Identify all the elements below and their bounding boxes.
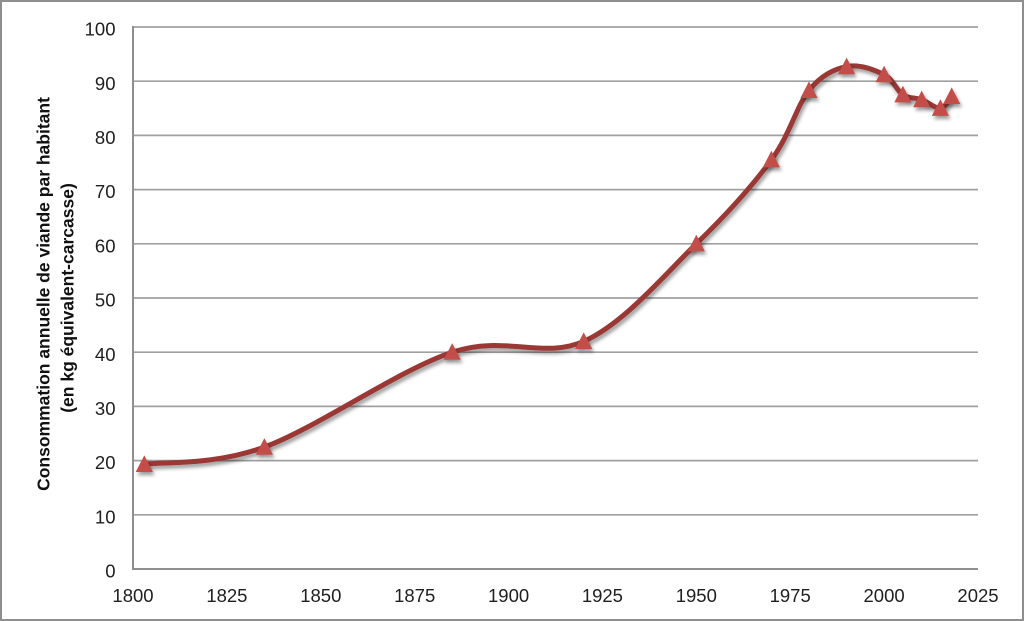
svg-text:0: 0 — [105, 561, 115, 582]
svg-text:1925: 1925 — [582, 585, 623, 606]
svg-text:100: 100 — [85, 19, 116, 40]
svg-text:1950: 1950 — [676, 585, 717, 606]
svg-text:2000: 2000 — [864, 585, 905, 606]
svg-text:2025: 2025 — [957, 585, 998, 606]
svg-text:1875: 1875 — [394, 585, 435, 606]
svg-text:10: 10 — [95, 506, 116, 527]
svg-text:80: 80 — [95, 127, 116, 148]
svg-text:30: 30 — [95, 398, 116, 419]
svg-text:40: 40 — [95, 344, 116, 365]
svg-text:70: 70 — [95, 181, 116, 202]
svg-text:60: 60 — [95, 235, 116, 256]
svg-text:(en kg équivalent-carcasse): (en kg équivalent-carcasse) — [57, 183, 77, 413]
svg-text:1800: 1800 — [112, 585, 153, 606]
svg-text:1975: 1975 — [770, 585, 811, 606]
svg-text:90: 90 — [95, 73, 116, 94]
svg-text:1900: 1900 — [488, 585, 529, 606]
svg-text:1850: 1850 — [300, 585, 341, 606]
svg-text:Consommation annuelle de viand: Consommation annuelle de viande par habi… — [34, 97, 54, 491]
svg-text:1825: 1825 — [206, 585, 247, 606]
svg-text:20: 20 — [95, 452, 116, 473]
svg-text:50: 50 — [95, 290, 116, 311]
